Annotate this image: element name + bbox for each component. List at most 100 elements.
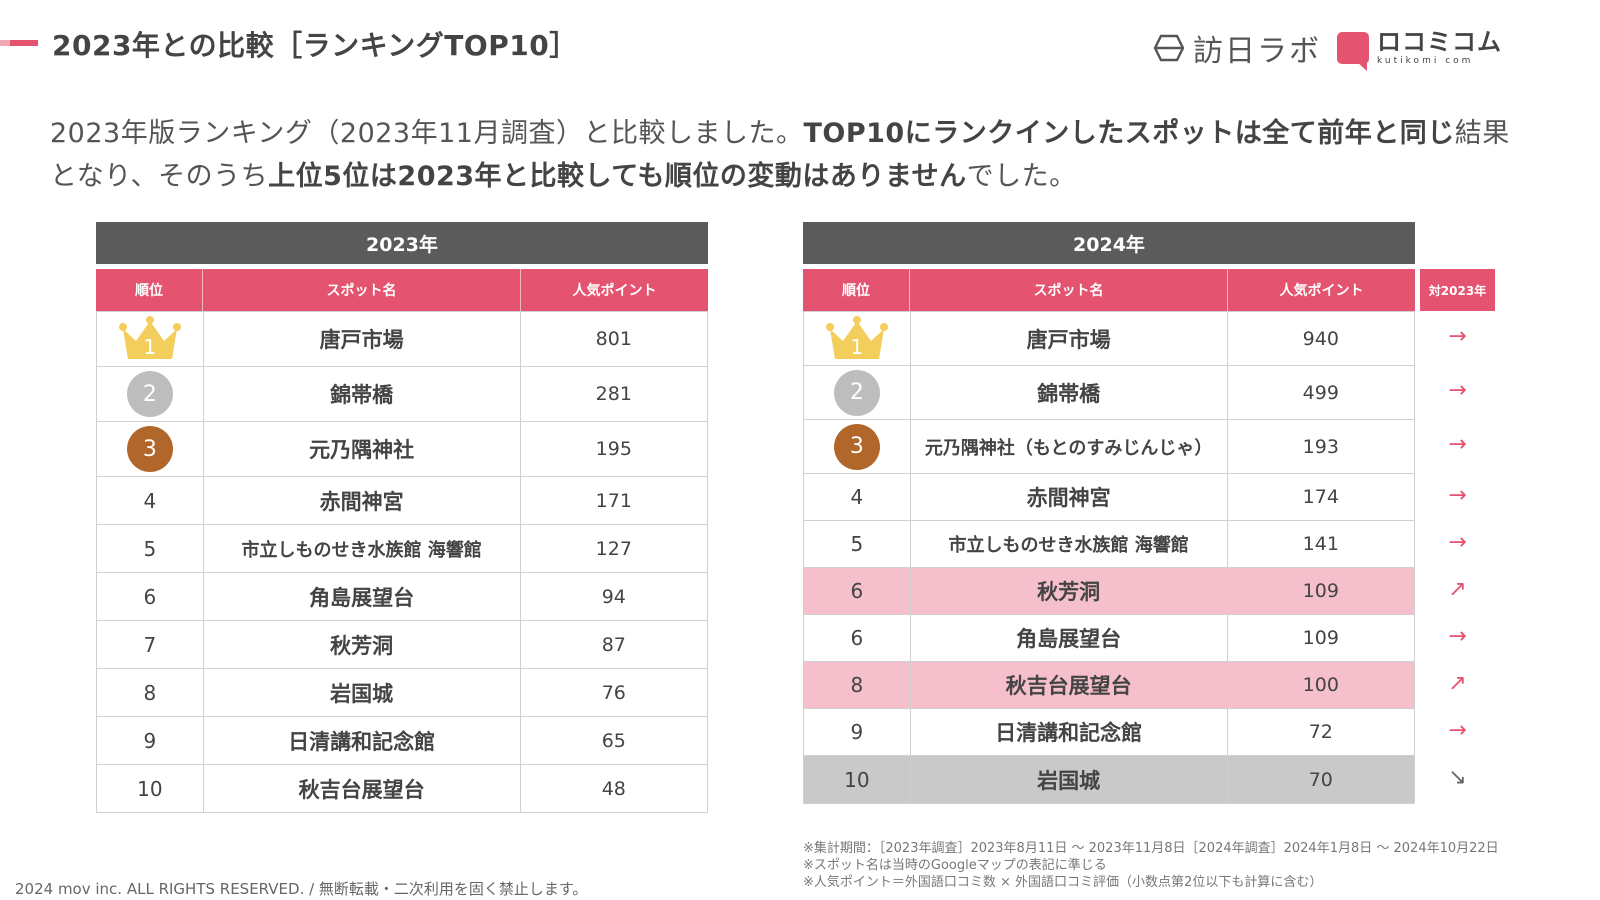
points-cell: 70 (1308, 768, 1333, 791)
rank-number: 4 (143, 488, 157, 513)
table-2023-body: 1 唐戸市場 801 2 錦帯橋 281 3 元乃隅神社 195 4 赤間神宮 171 5 市立しものせき… (96, 311, 708, 813)
rank-number: 3 (142, 436, 157, 462)
spot-name-cell: 秋吉台展望台 (204, 765, 521, 812)
footnote: ※人気ポイント＝外国語口コミ数 × 外国語口コミ評価（小数点第2位以下も計算に含… (803, 875, 1323, 890)
trend-up-arrow-icon: ↗ (1448, 576, 1467, 602)
spot-name-cell: 錦帯橋 (911, 366, 1228, 419)
points-cell: 141 (1302, 533, 1339, 555)
table-row: 5 市立しものせき水族館 海響館 141 (804, 520, 1414, 567)
spot-name-cell: 秋芳洞 (911, 568, 1228, 614)
table-row: 7 秋芳洞 87 (97, 620, 707, 668)
rank-cell: 1 (97, 312, 204, 366)
rank-cell: 2 (97, 367, 204, 421)
hexagon-logo-icon (1153, 34, 1185, 62)
rank-cell: 6 (804, 615, 911, 661)
table-row: 6 秋芳洞 109 (804, 567, 1414, 614)
spot-name-cell: 秋吉台展望台 (911, 662, 1228, 708)
points-cell: 100 (1302, 674, 1339, 696)
table-row: 8 秋吉台展望台 100 (804, 661, 1414, 708)
lead-text: 2023年版ランキング（2023年11月調査）と比較しました。TOP10にランク… (50, 112, 1530, 198)
rank-number: 6 (143, 584, 157, 609)
spot-name-cell: 日清講和記念館 (204, 717, 521, 764)
rank-number: 5 (850, 532, 864, 556)
rank-cell: 5 (97, 525, 204, 572)
logo-kuti-domain: kutikomi com (1377, 56, 1474, 66)
logo-lab-text: 訪日ラボ (1193, 34, 1321, 69)
rank-cell: 9 (97, 717, 204, 764)
rank-cell: 1 (804, 312, 911, 365)
table-2024-column-headers: 順位 スポット名 人気ポイント (803, 269, 1415, 311)
points-cell: 76 (601, 681, 626, 704)
col-points-header: 人気ポイント (572, 283, 657, 299)
table-2023-year-header: 2023年 (96, 222, 708, 264)
silver-medal-icon: 2 (126, 371, 173, 417)
rank-cell: 8 (97, 669, 204, 716)
points-cell: 109 (1302, 627, 1339, 649)
crown-icon: 1 (824, 315, 890, 363)
spot-name-cell: 岩国城 (911, 756, 1228, 803)
rank-cell: 3 (97, 422, 204, 476)
table-row: 2 錦帯橋 499 (804, 365, 1414, 419)
spot-name-cell: 元乃隅神社 (204, 422, 521, 476)
footnotes: ※集計期間：［2023年調査］2023年8月11日 〜 2023年11月8日［2… (803, 840, 1499, 891)
footnote: ※集計期間：［2023年調査］2023年8月11日 〜 2023年11月8日［2… (803, 841, 1499, 856)
table-row: 1 唐戸市場 940 (804, 311, 1414, 365)
rank-cell: 8 (804, 662, 911, 708)
table-2024-body: 1 唐戸市場 940 2 錦帯橋 499 3 元乃隅神社（もとのすみじんじゃ） 193 4 赤間神宮… (803, 311, 1415, 804)
copyright-footer: 2024 mov inc. ALL RIGHTS RESERVED. / 無断転… (15, 880, 588, 898)
rank-cell: 6 (97, 573, 204, 620)
table-row: 6 角島展望台 94 (97, 572, 707, 620)
rank-number: 7 (143, 632, 157, 657)
points-cell: 171 (595, 489, 632, 512)
rank-cell: 4 (97, 477, 204, 524)
bronze-medal-icon: 3 (833, 423, 880, 470)
crown-icon: 1 (117, 315, 183, 363)
trend-down-arrow-icon: ↘ (1448, 765, 1467, 790)
page-title: 2023年との比較［ランキングTOP10］ (52, 29, 578, 62)
silver-medal-icon: 2 (833, 369, 880, 416)
points-cell: 109 (1302, 580, 1339, 602)
title-accent-bar (0, 40, 38, 46)
points-cell: 48 (601, 777, 626, 800)
spot-name-cell: 唐戸市場 (204, 312, 521, 366)
rank-number: 8 (143, 680, 157, 705)
logo-kuti-text: ロコミコム (1377, 28, 1502, 56)
points-cell: 72 (1308, 721, 1333, 743)
ranking-table-2024: 2024年 順位 スポット名 人気ポイント 1 唐戸市場 940 2 錦帯橋 499 3 元乃… (803, 222, 1415, 804)
rank-number: 4 (850, 485, 864, 509)
col-spot-header: スポット名 (910, 269, 1228, 311)
speech-bubble-icon (1337, 32, 1369, 71)
spot-name-cell: 赤間神宮 (911, 474, 1228, 520)
lead-part1: 2023年版ランキング（2023年11月調査）と比較しました。 (50, 118, 804, 149)
points-cell: 127 (595, 537, 632, 560)
rank-number: 10 (844, 767, 870, 792)
points-cell: 193 (1302, 435, 1339, 458)
spot-name-cell: 角島展望台 (911, 615, 1228, 661)
rank-number: 6 (850, 579, 864, 603)
compare-2023-header: 対2023年 (1420, 269, 1495, 311)
table-row: 8 岩国城 76 (97, 668, 707, 716)
logo-area: 訪日ラボ ロコミコム kutikomi com (1153, 26, 1502, 71)
spot-name-cell: 日清講和記念館 (911, 709, 1228, 755)
spot-name-cell: 元乃隅神社（もとのすみじんじゃ） (911, 420, 1228, 473)
spot-name-cell: 錦帯橋 (204, 367, 521, 421)
rank-number: 10 (137, 776, 163, 801)
trend-same-arrow-icon: → (1448, 529, 1467, 555)
table-row: 6 角島展望台 109 (804, 614, 1414, 661)
rank-number: 9 (143, 728, 157, 753)
table-2024-year-header: 2024年 (803, 222, 1415, 264)
rank-number: 1 (143, 335, 157, 359)
points-cell: 65 (601, 729, 626, 752)
table-row: 4 赤間神宮 174 (804, 473, 1414, 520)
logo-kutikomi: ロコミコム kutikomi com (1337, 28, 1502, 71)
table-row: 9 日清講和記念館 65 (97, 716, 707, 764)
rank-number: 2 (142, 381, 157, 407)
rank-cell: 10 (97, 765, 204, 812)
bronze-medal-icon: 3 (126, 426, 173, 472)
spot-name-cell: 岩国城 (204, 669, 521, 716)
spot-name-cell: 市立しものせき水族館 海響館 (911, 521, 1228, 567)
table-row: 3 元乃隅神社（もとのすみじんじゃ） 193 (804, 419, 1414, 473)
table-row: 9 日清講和記念館 72 (804, 708, 1414, 755)
rank-number: 5 (143, 536, 157, 561)
table-row: 5 市立しものせき水族館 海響館 127 (97, 524, 707, 572)
